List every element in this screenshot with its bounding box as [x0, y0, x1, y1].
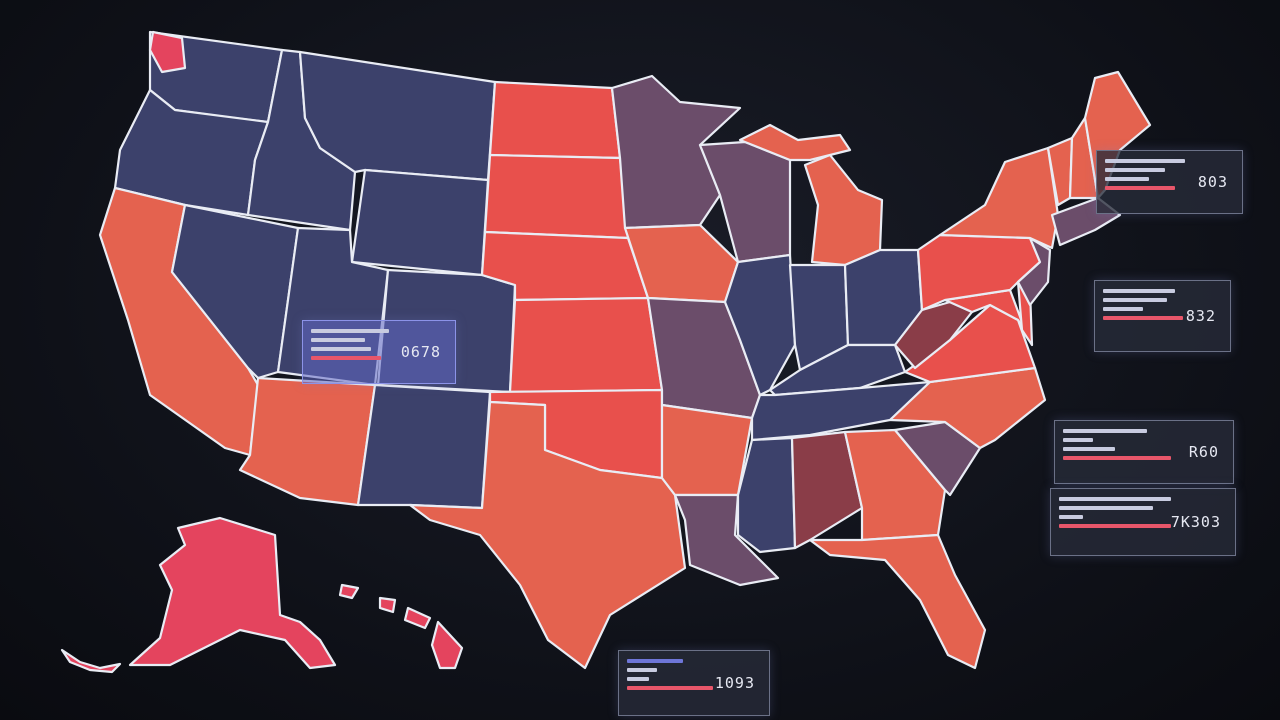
state-mississippi[interactable]: [736, 436, 797, 554]
info-panel-southeast[interactable]: R60: [1054, 420, 1234, 484]
info-panel-utah[interactable]: 0678: [302, 320, 456, 384]
panel-value: 7K303: [1170, 513, 1221, 531]
panel-glyphs: [627, 659, 713, 695]
state-hawaii-kauai[interactable]: [338, 583, 360, 600]
state-north-dakota[interactable]: [488, 80, 622, 160]
state-south-dakota[interactable]: [483, 153, 630, 240]
panel-glyphs: [311, 329, 391, 365]
state-hawaii-big[interactable]: [430, 620, 464, 670]
state-arkansas[interactable]: [660, 403, 754, 497]
panel-glyphs: [1063, 429, 1173, 465]
state-new-york[interactable]: [938, 146, 1060, 250]
state-south-carolina[interactable]: [893, 420, 982, 497]
panel-value: R60: [1188, 443, 1219, 461]
state-wyoming[interactable]: [350, 168, 490, 277]
panel-value: 1093: [714, 674, 755, 692]
state-alabama[interactable]: [790, 430, 864, 550]
state-new-mexico[interactable]: [356, 383, 492, 510]
panel-glyphs: [1105, 159, 1185, 195]
state-hawaii-oahu[interactable]: [378, 596, 397, 614]
state-florida[interactable]: [808, 533, 987, 670]
panel-value: 832: [1185, 307, 1216, 325]
state-arizona[interactable]: [238, 376, 377, 507]
panel-glyphs: [1059, 497, 1175, 533]
state-hawaii-maui[interactable]: [403, 606, 432, 630]
panel-glyphs: [1103, 289, 1183, 325]
info-panel-gulf[interactable]: 7K303: [1050, 488, 1236, 556]
info-panel-bottom[interactable]: 1093: [618, 650, 770, 716]
state-new-jersey[interactable]: [1016, 236, 1052, 307]
panel-value: 0678: [400, 343, 441, 361]
state-alaska[interactable]: [128, 516, 337, 670]
state-texas[interactable]: [408, 400, 687, 670]
info-panel-northeast[interactable]: 803: [1096, 150, 1243, 214]
state-michigan-up[interactable]: [738, 123, 852, 162]
info-panel-mid-atlantic[interactable]: 832: [1094, 280, 1231, 352]
state-washington-nw[interactable]: [148, 30, 187, 74]
panel-value: 803: [1197, 173, 1228, 191]
state-kansas[interactable]: [508, 296, 664, 394]
state-michigan[interactable]: [803, 153, 884, 267]
state-alaska-chain[interactable]: [60, 648, 122, 674]
